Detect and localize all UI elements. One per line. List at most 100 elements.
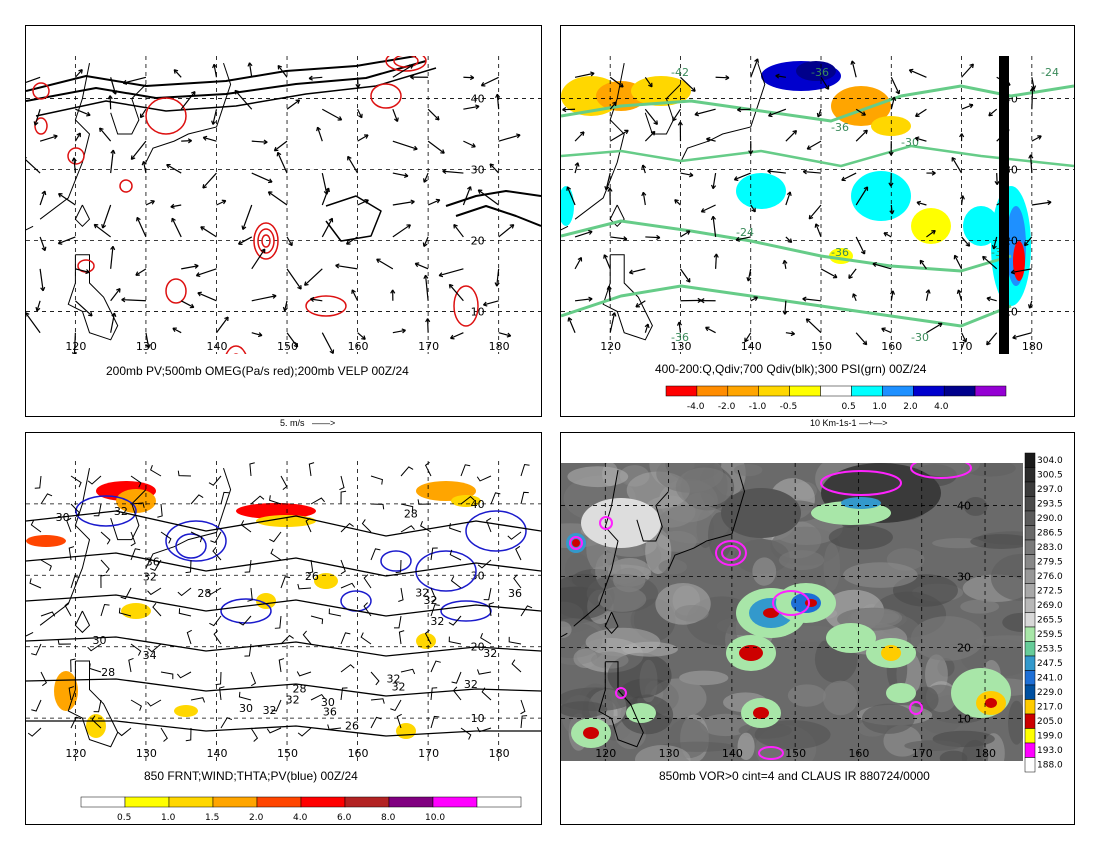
colorbar-swatch xyxy=(820,385,852,397)
vector-arrow xyxy=(608,285,611,301)
vector-arrow xyxy=(960,195,964,206)
omega-contour xyxy=(225,345,247,354)
vector-arrow-head xyxy=(194,263,199,269)
colorbar-swatch xyxy=(851,385,883,397)
vector-arrow-head xyxy=(889,290,896,295)
vector-arrow xyxy=(93,223,112,238)
vector-arrow xyxy=(74,69,83,78)
colorbar-label: 265.5 xyxy=(1037,616,1063,626)
wind-barb xyxy=(70,475,82,488)
wind-barb xyxy=(307,559,314,574)
vector-arrow xyxy=(1012,332,1032,339)
wind-barb xyxy=(117,727,132,737)
longitude-label: 180 xyxy=(489,340,510,353)
wind-barb xyxy=(481,687,492,701)
wind-barb xyxy=(238,615,252,626)
wind-barb xyxy=(430,604,440,617)
colorbar-swatch xyxy=(1024,496,1036,512)
vector-arrow xyxy=(26,76,41,84)
theta-contour xyxy=(26,510,541,537)
vector-arrow-head xyxy=(211,120,217,125)
wind-barb xyxy=(451,671,462,684)
wind-barb xyxy=(238,691,252,701)
colorbar-label: 269.0 xyxy=(1037,601,1063,611)
vector-arrow xyxy=(909,69,927,78)
vector-arrow xyxy=(775,75,786,78)
theta-contour-label: 36 xyxy=(146,555,160,568)
vector-arrow-head xyxy=(434,115,440,121)
theta-contour-label: 32 xyxy=(424,594,438,607)
vector-arrow xyxy=(423,172,429,183)
vector-arrow xyxy=(737,108,751,111)
theta-contour-label: 30 xyxy=(56,511,70,524)
vector-arrow xyxy=(957,289,963,301)
vector-arrow xyxy=(1024,236,1033,247)
vector-arrow-head xyxy=(1028,154,1034,159)
frontogenesis-shading xyxy=(256,515,316,527)
wind-barb xyxy=(430,660,441,673)
longitude-label: 180 xyxy=(975,747,996,760)
wind-barb xyxy=(210,531,222,544)
wind-barb xyxy=(100,574,106,589)
wind-barb xyxy=(480,632,492,645)
colorbar-label: 1.5 xyxy=(205,813,219,823)
wind-barb xyxy=(40,611,56,617)
panel-850-vor-ir: 40 30 20 10 120 130 140 150 160 170 180 304.0 300.5… xyxy=(560,432,1075,825)
qdiv-shading xyxy=(796,61,836,81)
vector-arrow xyxy=(321,172,328,195)
pv-contour xyxy=(26,56,417,92)
wind-barb xyxy=(302,630,312,645)
vector-arrow-head xyxy=(438,272,444,278)
vector-arrow-head xyxy=(110,245,116,251)
colorbar-label: 0.5 xyxy=(117,813,131,823)
vector-arrow-head xyxy=(711,184,717,190)
wind-barb xyxy=(520,491,529,505)
vector-arrow xyxy=(347,156,359,174)
colorbar-label: 283.0 xyxy=(1037,543,1063,553)
vector-arrow xyxy=(1031,201,1052,206)
vector-arrow-head xyxy=(467,186,472,191)
frontogenesis-shading xyxy=(121,603,151,619)
vector-arrow-head xyxy=(841,176,846,182)
vector-arrow-head xyxy=(737,107,742,113)
ir-cloud-texture xyxy=(630,607,649,633)
longitude-label: 150 xyxy=(811,340,832,353)
wind-barb xyxy=(360,632,372,645)
theta-contour-label: 32 xyxy=(143,571,157,584)
vector-arrow xyxy=(136,217,147,238)
vector-arrow xyxy=(242,204,253,230)
vector-arrow xyxy=(883,232,892,238)
vector-arrow xyxy=(321,218,333,238)
longitude-label: 180 xyxy=(1022,340,1043,353)
vector-arrow-head xyxy=(257,332,263,338)
wind-barb xyxy=(513,574,522,589)
vorticity-contour xyxy=(910,463,972,479)
vector-arrow xyxy=(1011,268,1032,274)
theta-contour-label: 26 xyxy=(345,720,359,733)
wind-barb xyxy=(269,495,282,505)
psi-contour-label: -30 xyxy=(911,331,929,344)
panel-850-front: 40 30 20 10 120 130 140 150 160 170 180 30 28 26 30 36 2… xyxy=(25,432,542,825)
ir-cloud-texture xyxy=(961,739,989,761)
colorbar-swatch xyxy=(1024,655,1036,671)
vector-arrow-head xyxy=(814,223,820,228)
colorbar-swatch xyxy=(727,385,759,397)
psi-contour-label: -24 xyxy=(1041,66,1059,79)
theta-contour-label: 30 xyxy=(321,696,335,709)
vector-arrow xyxy=(926,230,936,238)
vector-arrow-head xyxy=(641,164,647,170)
vector-arrow-head xyxy=(782,310,788,315)
wind-barb xyxy=(460,495,475,505)
vector-arrow-head xyxy=(792,130,798,135)
theta-contour xyxy=(26,552,541,577)
coastline xyxy=(39,63,91,220)
vector-arrow-head xyxy=(635,303,640,308)
colorbar-label: -4.0 xyxy=(687,402,705,412)
vector-arrow xyxy=(986,332,998,346)
vector-arrow-head xyxy=(916,200,921,206)
vector-arrow xyxy=(304,268,323,286)
vector-arrow-head xyxy=(1031,85,1037,90)
vector-arrow-head xyxy=(852,293,857,298)
colorbar-swatch xyxy=(696,385,729,397)
